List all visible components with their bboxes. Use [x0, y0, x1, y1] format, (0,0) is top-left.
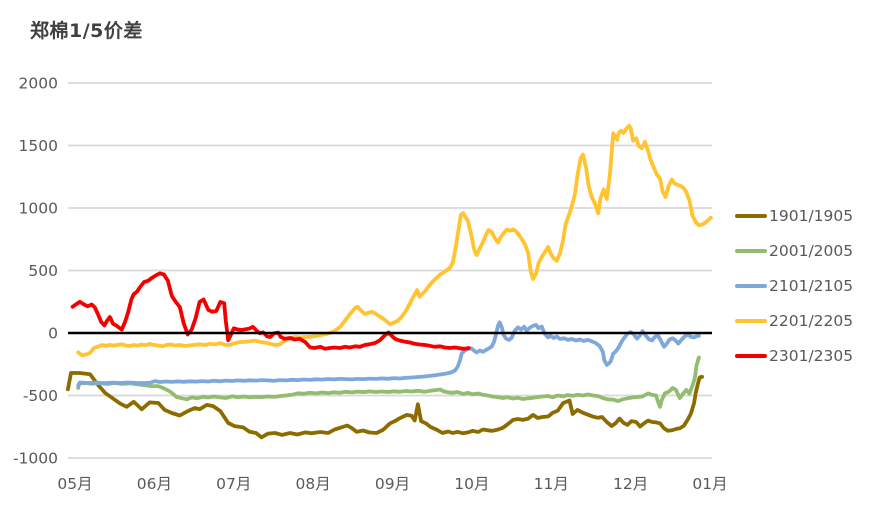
legend-line-swatch	[735, 318, 767, 323]
legend-line-swatch	[735, 213, 767, 218]
x-tick-label: 06月	[137, 475, 172, 493]
legend-label: 2201/2205	[769, 311, 854, 330]
legend-label: 2001/2005	[769, 241, 854, 260]
x-tick-label: 05月	[57, 475, 92, 493]
series-line-2301-2305	[70, 271, 471, 351]
x-tick-label: 01月	[692, 475, 727, 493]
legend: 1901/1905 2001/2005 2101/2105 2201/2205 2301…	[735, 198, 880, 373]
legend-item-2301-2305: 2301/2305	[735, 338, 880, 373]
legend-line-swatch	[735, 248, 767, 253]
legend-label: 2301/2305	[769, 346, 854, 365]
series-line-2201-2205	[76, 123, 713, 358]
legend-line-swatch	[735, 283, 767, 288]
legend-item-2201-2205: 2201/2205	[735, 303, 880, 338]
chart-title: 郑棉1/5价差	[30, 20, 143, 42]
y-tick-label: 2000	[19, 75, 58, 93]
y-tick-label: 500	[28, 262, 58, 280]
x-tick-label: 11月	[534, 475, 569, 493]
x-tick-label: 12月	[613, 475, 648, 493]
legend-label: 2101/2105	[769, 276, 854, 295]
x-tick-label: 10月	[454, 475, 489, 493]
x-tick-label: 08月	[296, 475, 331, 493]
y-tick-label: -1000	[13, 450, 58, 468]
y-tick-label: 0	[48, 325, 58, 343]
x-tick-label: 09月	[375, 475, 410, 493]
series-line-1901-1905	[66, 371, 704, 440]
legend-item-1901-1905: 1901/1905	[735, 198, 880, 233]
legend-item-2101-2105: 2101/2105	[735, 268, 880, 303]
y-tick-label: -500	[23, 387, 58, 405]
y-tick-label: 1500	[19, 137, 58, 155]
series-line-2001-2005	[76, 355, 701, 409]
legend-item-2001-2005: 2001/2005	[735, 233, 880, 268]
y-tick-label: 1000	[19, 200, 58, 218]
legend-label: 1901/1905	[769, 206, 854, 225]
legend-line-swatch	[735, 353, 767, 358]
x-tick-label: 07月	[216, 475, 251, 493]
